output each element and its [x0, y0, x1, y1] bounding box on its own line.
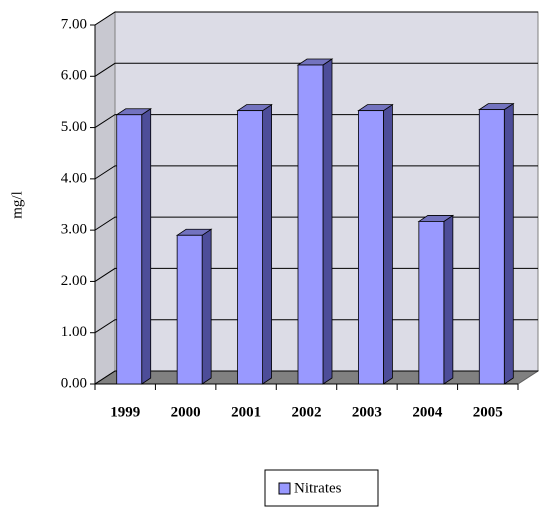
y-axis-label: mg/l — [9, 191, 25, 219]
bar — [418, 221, 445, 385]
side-wall — [94, 11, 116, 385]
x-tick-label: 1999 — [110, 404, 140, 420]
grid-line — [94, 114, 538, 128]
bar-side — [262, 103, 272, 385]
y-tick-label: 5.00 — [61, 119, 87, 135]
x-tick-label: 2005 — [473, 404, 503, 420]
legend-label: Nitrates — [294, 480, 342, 496]
x-tick-label: 2004 — [412, 404, 443, 420]
x-tick-label: 2002 — [292, 404, 322, 420]
y-tick-label: 6.00 — [61, 68, 87, 84]
y-tick-label: 0.00 — [61, 375, 87, 391]
grid-line — [94, 165, 538, 180]
bar — [116, 114, 143, 385]
bar — [237, 110, 263, 385]
y-tick-label: 7.00 — [61, 16, 87, 32]
grid-line — [94, 319, 538, 334]
x-tick-label: 2003 — [352, 404, 382, 420]
bar-side — [141, 108, 152, 385]
bar — [478, 109, 505, 385]
bar-side — [322, 58, 333, 385]
y-tick-label: 4.00 — [61, 170, 87, 186]
bar — [358, 110, 384, 385]
bar-side — [503, 102, 514, 385]
bar-side — [443, 214, 454, 385]
grid-line — [94, 11, 538, 26]
grid-line — [94, 62, 538, 77]
legend-swatch — [278, 482, 291, 495]
x-tick-label: 2000 — [171, 404, 201, 420]
y-tick-label: 1.00 — [61, 324, 87, 340]
x-tick-label: 2001 — [231, 404, 261, 420]
grid-line — [94, 267, 538, 282]
bar-side — [383, 103, 393, 385]
grid-line — [94, 370, 538, 385]
y-tick-label: 3.00 — [61, 222, 87, 238]
bar-side — [201, 228, 212, 385]
grid-line — [94, 216, 538, 231]
bar — [176, 234, 203, 385]
bar — [297, 64, 324, 385]
y-tick-label: 2.00 — [61, 273, 87, 289]
